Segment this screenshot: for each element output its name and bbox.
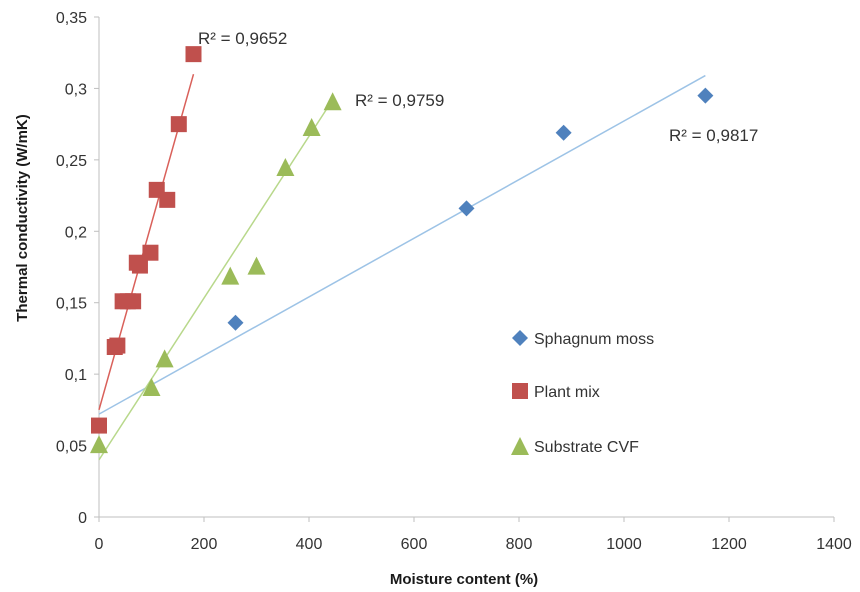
sphagnum-moss-point [227, 314, 244, 331]
substrate-cvf-point [90, 435, 108, 454]
axes [98, 17, 834, 518]
r-squared-labels: R² = 0,9817 R² = 0,9652 R² = 0,9759 [198, 29, 758, 145]
x-tick-label: 1000 [606, 536, 642, 553]
plant-mix-point [142, 244, 159, 261]
y-tick-label: 0,1 [65, 367, 87, 384]
substrate-cvf-trendline [98, 99, 334, 461]
x-axis-title: Moisture content (%) [390, 571, 538, 588]
plant-mix-point [170, 116, 187, 133]
substrate-cvf-r-squared-label: R² = 0,9759 [355, 91, 444, 110]
plant-mix-point [125, 293, 142, 310]
substrate-cvf-legend-label: Substrate CVF [534, 439, 639, 456]
y-tick-labels: 0 0,05 0,1 0,15 0,2 0,25 0,3 0,35 [56, 10, 99, 527]
substrate-cvf-point [221, 266, 240, 285]
x-tick-label: 800 [506, 536, 533, 553]
x-tick-label: 200 [191, 536, 218, 553]
x-tick-labels: 0 200 400 600 800 1000 1200 1400 [95, 517, 852, 553]
sphagnum-moss-point [458, 200, 475, 217]
y-tick-label: 0 [78, 510, 87, 527]
plant-mix-point [109, 337, 126, 354]
substrate-cvf-point [155, 349, 174, 368]
substrate-cvf-point [302, 118, 321, 136]
sphagnum-moss-point [555, 124, 572, 141]
sphagnum-moss-point [697, 87, 714, 104]
substrate-cvf-point [323, 92, 342, 111]
y-tick-label: 0,15 [56, 296, 87, 313]
x-tick-label: 1200 [711, 536, 747, 553]
sphagnum-moss-legend-marker [512, 330, 528, 346]
x-tick-label: 600 [401, 536, 428, 553]
sphagnum-moss-r-squared-label: R² = 0,9817 [669, 126, 758, 145]
substrate-cvf-point [276, 158, 295, 176]
plant-mix-legend-marker [512, 383, 528, 399]
legend: Sphagnum moss Plant mix Substrate CVF [511, 330, 654, 456]
plant-mix-point [159, 191, 176, 208]
y-tick-label: 0,3 [65, 81, 87, 98]
y-tick-label: 0,25 [56, 153, 87, 170]
sphagnum-moss-trendline [98, 74, 706, 415]
plant-mix-r-squared-label: R² = 0,9652 [198, 29, 287, 48]
y-tick-label: 0,35 [56, 10, 87, 27]
substrate-cvf-point [142, 378, 161, 396]
sphagnum-moss-legend-label: Sphagnum moss [534, 331, 654, 348]
y-axis-title: Thermal conductivity (W/mK) [14, 114, 31, 322]
plant-mix-point [131, 257, 148, 274]
x-tick-label: 400 [296, 536, 323, 553]
substrate-cvf-legend-marker [511, 437, 529, 455]
plant-mix-legend-label: Plant mix [534, 384, 600, 401]
y-tick-label: 0,05 [56, 439, 87, 456]
substrate-cvf-point [247, 256, 266, 275]
trendlines [98, 73, 706, 461]
plant-mix-point [185, 46, 202, 63]
x-tick-label: 0 [95, 536, 104, 553]
plant-mix-point [91, 417, 107, 434]
x-tick-label: 1400 [816, 536, 852, 553]
y-tick-label: 0,2 [65, 224, 87, 241]
data-points [90, 46, 714, 454]
